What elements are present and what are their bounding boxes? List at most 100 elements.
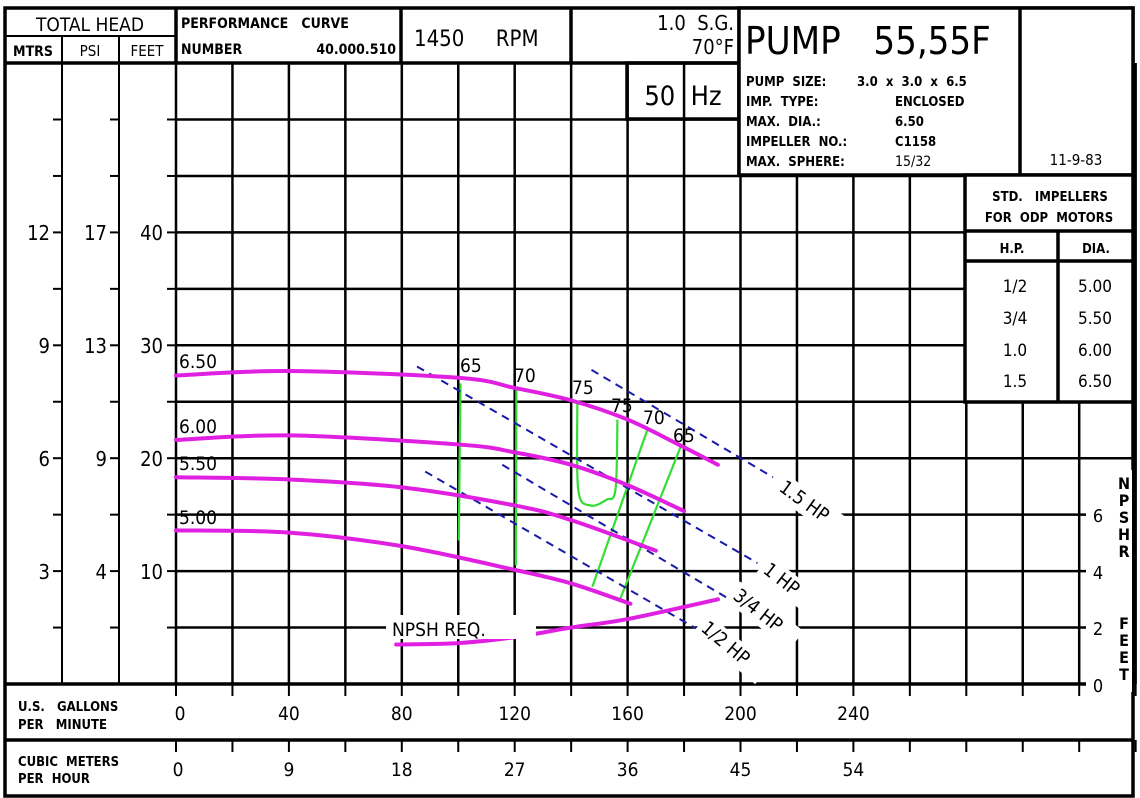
- date: 11-9-83: [1050, 151, 1103, 169]
- total-head-label: TOTAL HEAD: [35, 14, 144, 36]
- max-dia-label: MAX. DIA.:: [746, 115, 821, 130]
- feet-tick-label: 40: [140, 221, 163, 245]
- m3h-axis-label-2: PER HOUR: [18, 772, 90, 787]
- psi-tick-label: 4: [96, 560, 107, 584]
- head-curve: [174, 475, 658, 553]
- curve-number-label: NUMBER: [181, 42, 243, 58]
- max-dia-value: 6.50: [895, 115, 924, 130]
- npsh-axis-label: NPSHR: [1115, 474, 1134, 559]
- impeller-diameter-label: 5.00: [179, 507, 217, 529]
- impeller-table-title-1: STD. IMPELLERS: [992, 190, 1108, 205]
- specific-gravity: 1.0 S.G.: [657, 11, 734, 35]
- m3h-tick-label: 27: [504, 759, 526, 781]
- max-sphere-value: 15/32: [895, 154, 931, 170]
- feet-tick-label: 20: [140, 447, 163, 471]
- pump-info: PUMP 55,55F PUMP SIZE: 3.0 x 3.0 x 6.5 I…: [737, 6, 1135, 177]
- impeller-diameter-label: 6.50: [179, 351, 217, 373]
- max-sphere-label: MAX. SPHERE:: [746, 155, 845, 170]
- left-axes: 12 9 6 3 17 13 9 4 40 30 20 10: [27, 221, 163, 584]
- hp-cell: 3/4: [1003, 309, 1028, 329]
- mtrs-tick-label: 3: [39, 560, 50, 584]
- m3h-tick-label: 45: [730, 759, 752, 781]
- imp-type-label: IMP. TYPE:: [746, 95, 818, 110]
- efficiency-label: 65: [460, 355, 482, 377]
- performance-curve-label: PERFORMANCE CURVE: [181, 16, 349, 32]
- impeller-table: STD. IMPELLERS FOR ODP MOTORS H.P. DIA. …: [963, 173, 1135, 404]
- hp-label: 1/2 HP: [697, 617, 754, 670]
- efficiency-label: 65: [673, 425, 695, 447]
- bottom-axes: U.S. GALLONS PER MINUTE CUBIC METERS PER…: [18, 700, 870, 787]
- efficiency-label: 70: [643, 407, 665, 429]
- npsh-tick-label: 6: [1093, 506, 1103, 527]
- m3h-tick-label: 18: [391, 759, 413, 781]
- mtrs-tick-label: 12: [27, 221, 50, 245]
- dia-column-header: DIA.: [1082, 242, 1110, 257]
- gpm-tick-label: 120: [498, 703, 531, 725]
- hp-label-background: [755, 555, 817, 611]
- m3h-tick-label: 54: [843, 759, 865, 781]
- m3h-tick-label: 36: [617, 759, 639, 781]
- npsh-tick-label: 2: [1093, 619, 1103, 640]
- psi-label: PSI: [80, 42, 101, 60]
- dia-cell: 5.50: [1078, 309, 1112, 329]
- hp-label-background: [725, 581, 804, 651]
- dia-cell: 6.00: [1078, 341, 1112, 361]
- npsh-curve: [394, 597, 720, 647]
- impeller-diameter-label: 5.50: [179, 453, 217, 475]
- temperature: 70°F: [692, 35, 734, 59]
- mtrs-tick-label: 6: [39, 447, 50, 471]
- hp-line: [590, 368, 774, 479]
- psi-tick-label: 17: [84, 221, 107, 245]
- psi-tick-label: 9: [96, 447, 107, 471]
- efficiency-curve: [457, 383, 462, 541]
- pump-size-label: PUMP SIZE:: [746, 75, 826, 90]
- efficiency-label: 75: [611, 395, 633, 417]
- hp-line: [501, 463, 729, 599]
- gpm-tick-label: 80: [391, 703, 413, 725]
- m3h-tick-label: 0: [173, 759, 184, 781]
- gpm-axis-label-1: U.S. GALLONS: [18, 700, 118, 715]
- npsh-unit-label: FEET: [1115, 614, 1134, 682]
- feet-tick-label: 30: [140, 334, 163, 358]
- gpm-tick-label: 200: [724, 703, 757, 725]
- efficiency-curve: [514, 387, 518, 566]
- rpm-label: 1450 RPM: [414, 27, 539, 52]
- dia-cell: 5.00: [1078, 277, 1112, 297]
- impeller-no-label: IMPELLER NO.:: [746, 135, 847, 150]
- gpm-tick-label: 240: [837, 703, 870, 725]
- head-curve: [174, 368, 720, 467]
- hp-column-header: H.P.: [1000, 242, 1025, 257]
- npsh-label-background: [386, 615, 536, 639]
- hp-line: [424, 470, 699, 631]
- gpm-axis-label-2: PER MINUTE: [18, 718, 107, 733]
- hp-line: [416, 365, 758, 564]
- feet-tick-label: 10: [140, 560, 163, 584]
- pump-title: PUMP 55,55F: [745, 19, 991, 63]
- dia-cell: 6.50: [1078, 372, 1112, 392]
- m3h-tick-label: 9: [283, 759, 294, 781]
- hp-cell: 1.0: [1003, 341, 1027, 361]
- hp-label-background: [693, 613, 771, 685]
- hp-label-background: [771, 473, 851, 541]
- hp-cell: 1/2: [1003, 277, 1028, 297]
- imp-type-value: ENCLOSED: [895, 95, 965, 110]
- psi-tick-label: 13: [84, 334, 107, 358]
- feet-label: FEET: [130, 42, 164, 60]
- gpm-tick-label: 0: [175, 703, 186, 725]
- efficiency-label: 75: [572, 377, 594, 399]
- npsh-axis: 6 4 2 0 NPSHR FEET: [1086, 470, 1134, 697]
- npsh-tick-label: 0: [1093, 676, 1103, 697]
- efficiency-curve: [619, 446, 682, 599]
- pump-size-value: 3.0 x 3.0 x 6.5: [857, 75, 967, 90]
- impeller-diameter-label: 6.00: [179, 416, 217, 438]
- head-curve: [174, 528, 633, 606]
- efficiency-label: 70: [514, 365, 536, 387]
- efficiency-curve: [591, 429, 649, 588]
- mtrs-label: MTRS: [13, 44, 53, 60]
- npsh-tick-label: 4: [1093, 563, 1103, 584]
- impeller-no-value: C1158: [895, 135, 936, 150]
- efficiency-curve: [575, 400, 619, 507]
- m3h-axis-label-1: CUBIC METERS: [18, 755, 119, 770]
- gpm-tick-label: 160: [611, 703, 644, 725]
